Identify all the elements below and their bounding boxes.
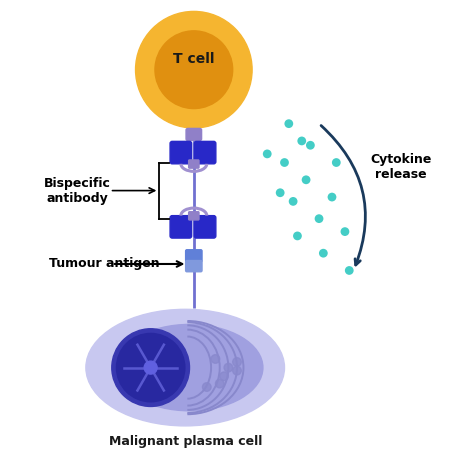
Point: [332, 159, 340, 166]
FancyBboxPatch shape: [194, 141, 216, 164]
Circle shape: [220, 372, 228, 381]
Point: [341, 228, 349, 235]
FancyBboxPatch shape: [186, 250, 202, 262]
Point: [289, 198, 297, 205]
Point: [298, 138, 306, 145]
Circle shape: [202, 383, 211, 391]
Circle shape: [117, 333, 185, 402]
FancyBboxPatch shape: [189, 160, 199, 168]
Circle shape: [224, 364, 233, 372]
Text: Tumour antigen: Tumour antigen: [49, 258, 160, 271]
Circle shape: [112, 329, 190, 406]
FancyBboxPatch shape: [186, 261, 202, 272]
Circle shape: [144, 361, 157, 374]
Point: [328, 193, 336, 201]
Text: Bispecific
antibody: Bispecific antibody: [44, 177, 111, 205]
Point: [346, 267, 353, 274]
Ellipse shape: [116, 324, 263, 411]
FancyBboxPatch shape: [189, 212, 199, 220]
Circle shape: [211, 354, 220, 364]
FancyBboxPatch shape: [194, 216, 216, 238]
Circle shape: [155, 31, 233, 109]
Point: [319, 249, 327, 257]
Point: [302, 176, 310, 184]
FancyBboxPatch shape: [170, 216, 191, 238]
Circle shape: [215, 379, 224, 388]
Point: [276, 189, 284, 196]
Point: [281, 159, 288, 166]
Point: [264, 150, 271, 157]
Circle shape: [233, 358, 241, 366]
Circle shape: [136, 11, 252, 128]
Point: [307, 142, 314, 149]
Point: [294, 232, 301, 239]
Ellipse shape: [86, 309, 284, 426]
Point: [285, 120, 292, 127]
Text: T cell: T cell: [173, 52, 215, 66]
FancyBboxPatch shape: [170, 141, 191, 164]
FancyBboxPatch shape: [186, 129, 201, 141]
Text: Malignant plasma cell: Malignant plasma cell: [109, 435, 262, 448]
Circle shape: [233, 366, 241, 375]
Point: [315, 215, 323, 222]
Text: Cytokine
release: Cytokine release: [370, 153, 432, 181]
